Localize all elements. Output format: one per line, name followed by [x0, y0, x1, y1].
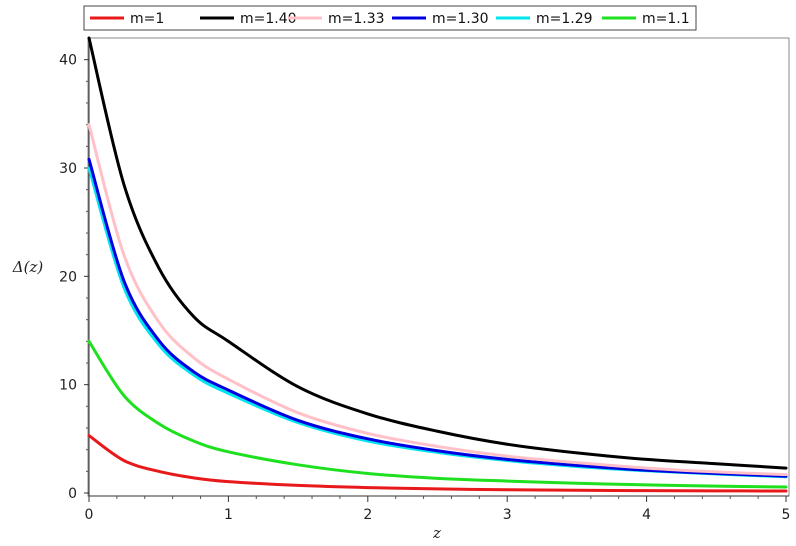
y-tick-label: 20 — [59, 269, 77, 285]
x-tick-label: 5 — [782, 507, 791, 523]
legend-label: m=1.30 — [432, 11, 489, 27]
legend-label: m=1.40 — [240, 11, 297, 27]
x-tick-label: 3 — [503, 507, 512, 523]
series-line-0 — [87, 434, 788, 493]
x-tick-label: 0 — [85, 507, 94, 523]
y-tick-label: 40 — [59, 53, 77, 69]
axes: 0 1 2 3 4 5 0 10 20 30 40 — [59, 38, 790, 523]
legend-label: m=1 — [130, 11, 164, 27]
series-line-3 — [87, 157, 788, 478]
x-axis-title: z — [432, 524, 441, 542]
y-tick-label: 30 — [59, 161, 77, 177]
plot-frame — [87, 37, 790, 497]
x-tick-label: 4 — [642, 507, 651, 523]
series-layer — [87, 36, 788, 493]
legend: m=1 m=1.40 m=1.33 m=1.30 m=1.29 m=1.1 — [83, 5, 697, 31]
legend-label: m=1.29 — [536, 11, 593, 27]
x-tick-label: 1 — [224, 507, 233, 523]
y-tick-label: 10 — [59, 378, 77, 394]
series-line-5 — [87, 339, 788, 489]
series-line-1 — [87, 36, 788, 470]
legend-label: m=1.33 — [328, 11, 385, 27]
y-tick-label: 0 — [68, 486, 77, 502]
x-tick-label: 2 — [363, 507, 372, 523]
y-axis-title: Δ(z) — [12, 258, 44, 276]
series-line-2 — [87, 123, 788, 477]
legend-box — [83, 5, 697, 31]
legend-label: m=1.1 — [642, 11, 690, 27]
